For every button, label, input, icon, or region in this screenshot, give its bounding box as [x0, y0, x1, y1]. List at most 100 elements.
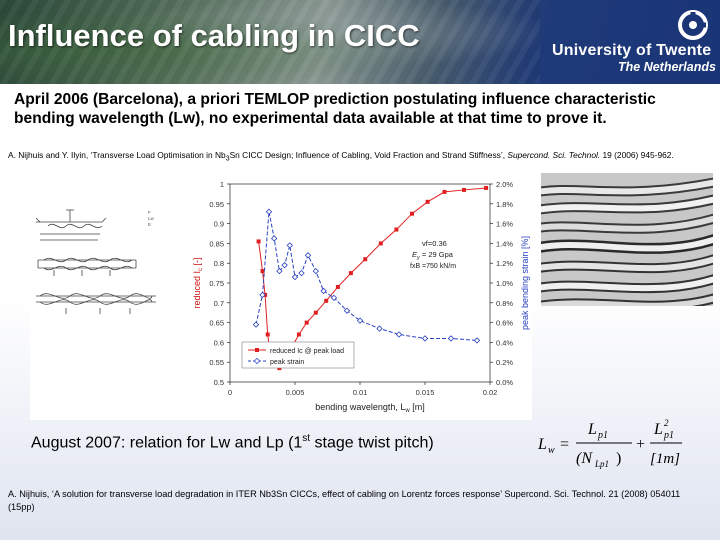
twisted-cable-image [541, 173, 713, 306]
formula-t1-den: (N [576, 450, 593, 467]
y-left-tick-label: 1 [220, 180, 224, 189]
country-name: The Netherlands [618, 60, 716, 74]
svg-text:Lw: Lw [148, 216, 155, 221]
data-point-peak-strain [447, 335, 455, 342]
data-point-peak-strain [320, 287, 327, 295]
data-point-peak-strain [281, 262, 288, 269]
y-left-tick-label: 0.8 [214, 259, 224, 268]
data-point-reduced-ic [425, 199, 430, 204]
data-point-reduced-ic [378, 241, 383, 246]
ref1-journal: Supercond. Sci. Technol. [507, 150, 601, 160]
legend-box [241, 341, 355, 369]
data-point-peak-strain [330, 294, 338, 302]
series-line-peak-strain [255, 211, 478, 341]
data-point-reduced-ic [304, 320, 309, 325]
y-left-tick-label: 0.75 [209, 279, 224, 288]
y-left-axis-label: reduced Ic [-] [192, 257, 204, 308]
ref1-subscript: 3 [225, 155, 230, 163]
data-point-peak-strain [421, 335, 429, 342]
data-point-peak-strain [376, 325, 383, 332]
ref1-authors: A. Nijhuis and Y. Ilyin, ‘Transverse Loa… [8, 150, 226, 160]
reference-2008: A. Nijhuis, ‘A solution for transverse l… [8, 489, 681, 512]
x-tick-label: 0.005 [286, 388, 305, 397]
data-point-peak-strain [473, 337, 481, 344]
data-point-peak-strain [312, 267, 319, 275]
header-banner: Influence of cabling in CICC University … [0, 0, 720, 84]
data-point-reduced-ic [410, 211, 414, 216]
data-point-reduced-ic [462, 187, 466, 192]
formula-t2-num: L [653, 421, 663, 438]
university-name: University of Twente [552, 42, 712, 59]
ref1-tail: 19 (2006) 945-962. [600, 150, 674, 160]
formula-plus: + [636, 436, 645, 453]
august-superscript: st [302, 433, 311, 444]
data-point-peak-strain [286, 242, 293, 249]
y-right-tick-label: 1.2% [496, 259, 513, 268]
formula-t2-num-sup: 2 [664, 418, 669, 428]
x-axis-label: bending wavelength, Lw [m] [315, 402, 424, 414]
formula-lhs: L [537, 436, 547, 453]
y-left-tick-label: 0.95 [209, 200, 224, 209]
reference-2006: A. Nijhuis and Y. Ilyin, ‘Transverse Loa… [8, 150, 708, 165]
x-tick-label: 0 [228, 388, 232, 397]
svg-text:E: E [148, 222, 151, 227]
data-point-peak-strain [271, 235, 278, 242]
data-point-peak-strain [276, 267, 283, 275]
y-left-tick-label: 0.5 [214, 378, 224, 387]
intro-text: April 2006 (Barcelona), a priori TEMLOP … [14, 91, 656, 127]
y-right-tick-label: 1.4% [496, 239, 513, 248]
campus-photo [0, 0, 540, 84]
data-point-reduced-ic [442, 189, 447, 194]
legend-marker-reduced-ic [255, 348, 259, 352]
y-left-tick-label: 0.65 [209, 319, 224, 328]
data-point-reduced-ic [394, 227, 399, 232]
y-right-tick-label: 0.0% [496, 378, 513, 387]
data-point-reduced-ic [324, 298, 329, 303]
data-point-reduced-ic [296, 332, 301, 337]
y-left-tick-label: 0.55 [209, 358, 224, 367]
x-tick-label: 0.01 [353, 388, 368, 397]
data-point-reduced-ic [363, 257, 368, 262]
data-point-reduced-ic [265, 332, 270, 337]
annotation-fxb: fxB =750 kN/m [410, 263, 456, 270]
formula-t1-den-close: ) [616, 450, 621, 467]
svg-text:F: F [148, 210, 151, 215]
august-2007-text: August 2007: relation for Lw and Lp (1st… [31, 433, 434, 452]
x-tick-label: 0.02 [483, 388, 498, 397]
ref1-rest: Sn CICC Design; Influence of Cabling, Vo… [229, 150, 508, 160]
annotation-vf: vf=0.36 [422, 239, 447, 248]
y-right-axis-label: peak bending strain [%] [520, 236, 530, 330]
data-point-reduced-ic [335, 284, 340, 289]
cable-strand-photo [541, 173, 713, 306]
y-right-tick-label: 1.0% [496, 279, 513, 288]
data-point-peak-strain [298, 269, 305, 277]
data-point-peak-strain [395, 331, 403, 338]
data-point-peak-strain [265, 208, 273, 215]
y-right-tick-label: 1.6% [496, 220, 513, 229]
legend-label-reduced-ic: reduced Ic @ peak load [270, 348, 344, 355]
formula-t1-num: L [587, 421, 597, 438]
figure-panel: F Lw E 0.5 0.55 0.6 0.65 0.7 0.75 0.8 0.85 0.9 0.95… [30, 176, 532, 420]
legend-label-peak-strain: peak strain [270, 359, 304, 366]
slide-title: Influence of cabling in CICC [8, 18, 420, 53]
formula-lhs-sub: w [548, 445, 555, 456]
august-text: August 2007: relation for Lw and Lp (1 [31, 434, 303, 452]
y-left-tick-label: 0.9 [214, 220, 224, 229]
data-point-peak-strain [356, 317, 364, 324]
data-point-peak-strain [291, 273, 299, 281]
data-point-reduced-ic [256, 239, 261, 244]
formula-t1-num-sub: p1 [597, 430, 608, 441]
lw-formula: L w = L p1 (N Lp1 ) + L 2 p1 [1m] [537, 418, 682, 469]
x-tick-label: 0.015 [416, 388, 435, 397]
data-point-reduced-ic [313, 310, 318, 315]
data-point-peak-strain [304, 252, 312, 259]
y-right-tick-label: 1.8% [496, 200, 513, 209]
y-left-tick-label: 0.85 [209, 239, 224, 248]
data-point-reduced-ic [348, 271, 353, 276]
y-right-tick-label: 2.0% [496, 180, 513, 189]
august-tail: stage twist pitch) [310, 434, 434, 452]
beam-schematic-diagram [35, 209, 156, 314]
y-right-tick-label: 0.8% [496, 299, 513, 308]
